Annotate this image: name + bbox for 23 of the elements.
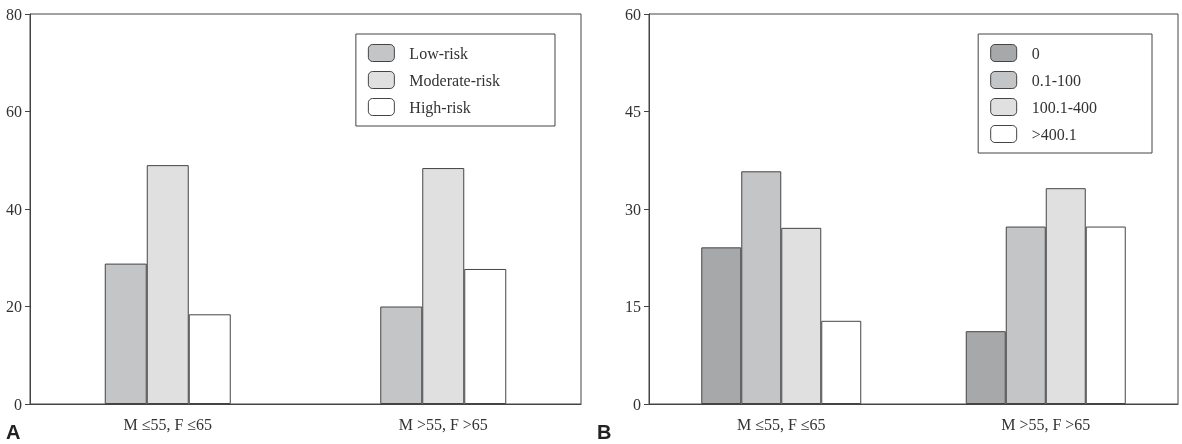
- legend-label: >400.1: [1031, 125, 1077, 143]
- legend-label: High-risk: [409, 98, 471, 117]
- y-tick-label: 45: [625, 103, 641, 120]
- legend-label: 0.1-100: [1031, 71, 1081, 89]
- legend-label: 0: [1031, 44, 1040, 62]
- y-tick-label: 80: [6, 5, 22, 23]
- y-tick-label: 20: [6, 298, 22, 315]
- legend-label: Low-risk: [409, 44, 469, 62]
- x-tick-label: M ≤55, F ≤65: [123, 415, 213, 433]
- legend-label: Moderate-risk: [409, 71, 501, 89]
- y-tick-label: 60: [6, 103, 22, 120]
- y-tick-label: 0: [14, 395, 22, 413]
- y-tick-label: 40: [6, 200, 22, 218]
- text: A: [6, 421, 21, 443]
- y-tick-label: 15: [625, 298, 641, 315]
- y-tick-label: 0: [633, 395, 641, 413]
- text: B: [597, 421, 612, 443]
- x-tick-label: M ≤55, F ≤65: [736, 415, 826, 433]
- legend-label: 100.1-400: [1031, 98, 1097, 116]
- x-tick-label: M >55, F >65: [398, 415, 488, 433]
- x-tick-label: M >55, F >65: [1001, 415, 1091, 433]
- y-tick-label: 30: [625, 200, 641, 218]
- y-tick-label: 60: [625, 5, 641, 23]
